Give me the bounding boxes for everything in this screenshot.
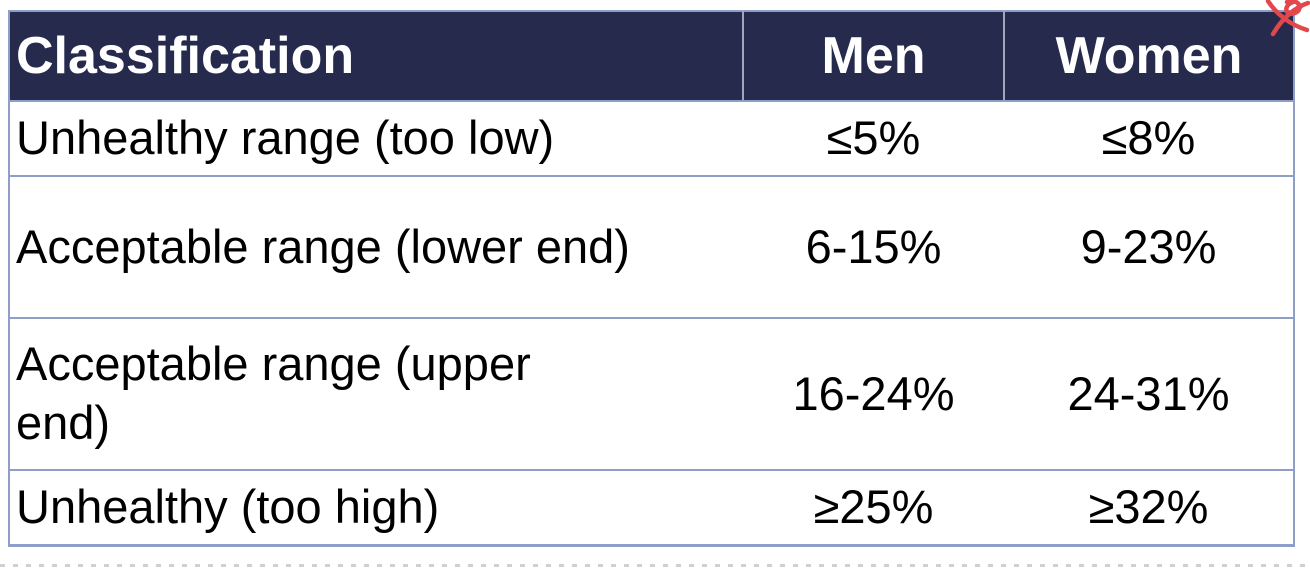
men-value-cell: 6-15% [743, 175, 1004, 318]
women-value-cell: 24-31% [1004, 317, 1294, 470]
table-row: Acceptable range (lower end) 6-15% 9-23% [9, 175, 1294, 318]
column-header-men: Men [742, 11, 1004, 102]
column-header-women: Women [1003, 11, 1294, 102]
women-value-cell: ≤8% [1004, 100, 1294, 176]
table-row: Unhealthy (too high) ≥25% ≥32% [9, 469, 1294, 545]
table-row: Unhealthy range (too low) ≤5% ≤8% [9, 100, 1294, 176]
women-value-cell: 9-23% [1004, 175, 1294, 318]
dotted-guideline [0, 564, 1310, 567]
men-value-cell: ≥25% [743, 469, 1004, 545]
classification-cell: Acceptable range (upper end) [9, 317, 743, 470]
classification-cell: Unhealthy range (too low) [9, 100, 743, 176]
table-row: Acceptable range (upper end) 16-24% 24-3… [9, 317, 1294, 470]
men-value-cell: ≤5% [743, 100, 1004, 176]
bodyfat-classification-table: Classification Men Women Unhealthy range… [8, 10, 1295, 547]
classification-label: Acceptable range (upper end) [16, 337, 531, 449]
classification-cell: Unhealthy (too high) [9, 469, 743, 545]
classification-cell: Acceptable range (lower end) [9, 175, 743, 318]
women-value-cell: ≥32% [1004, 469, 1294, 545]
table-header-row: Classification Men Women [9, 11, 1294, 102]
column-header-classification: Classification [9, 11, 743, 102]
men-value-cell: 16-24% [743, 317, 1004, 470]
